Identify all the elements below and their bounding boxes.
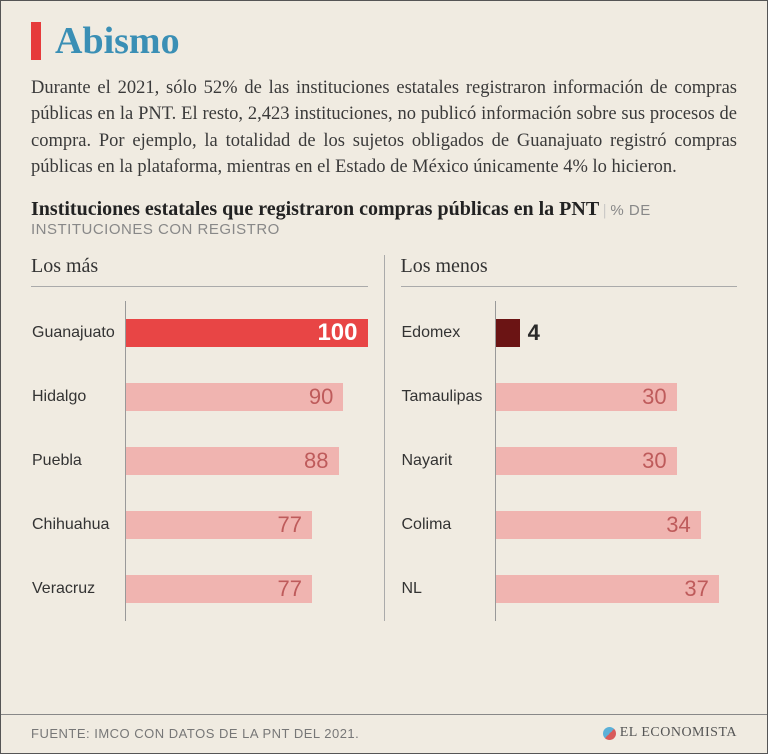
bar-value: 30 [642, 448, 666, 474]
charts-row: Los más Guanajuato100Hidalgo90Puebla88Ch… [1, 245, 767, 621]
bar-label: Colima [402, 516, 490, 534]
subtitle-row: Instituciones estatales que registraron … [1, 194, 767, 245]
brand-icon [603, 727, 616, 740]
title-row: Abismo [1, 1, 767, 75]
bar-label: Puebla [32, 452, 120, 470]
bar: 37 [496, 575, 719, 603]
bar: 100 [126, 319, 368, 347]
bars-right: Edomex4Tamaulipas30Nayarit30Colima34NL37 [495, 301, 738, 621]
bar: 34 [496, 511, 701, 539]
infographic-container: Abismo Durante el 2021, sólo 52% de las … [0, 0, 768, 754]
bar-value: 77 [277, 512, 301, 538]
bar-label: Hidalgo [32, 388, 120, 406]
bar: 77 [126, 511, 312, 539]
bar-label: NL [402, 580, 490, 598]
bar-value: 100 [317, 319, 357, 347]
bar: 90 [126, 383, 343, 411]
bar-label: Edomex [402, 324, 490, 342]
bar-label: Tamaulipas [402, 388, 490, 406]
chart-right: Los menos Edomex4Tamaulipas30Nayarit30Co… [384, 255, 738, 621]
chart-right-title: Los menos [401, 255, 738, 287]
page-title: Abismo [55, 19, 180, 63]
chart-left: Los más Guanajuato100Hidalgo90Puebla88Ch… [31, 255, 384, 621]
footer: FUENTE: IMCO CON DATOS DE LA PNT DEL 202… [1, 714, 767, 753]
bar-label: Chihuahua [32, 516, 120, 534]
bar-row: Tamaulipas30 [496, 365, 738, 429]
bar-label: Guanajuato [32, 324, 120, 342]
bar-row: Puebla88 [126, 429, 368, 493]
bar-row: Hidalgo90 [126, 365, 368, 429]
bar-row: Veracruz77 [126, 557, 368, 621]
bar-value: 77 [277, 576, 301, 602]
bar-row: Chihuahua77 [126, 493, 368, 557]
bar-row: Edomex4 [496, 301, 738, 365]
bar-row: NL37 [496, 557, 738, 621]
bar-value: 4 [528, 320, 540, 346]
bars-left: Guanajuato100Hidalgo90Puebla88Chihuahua7… [125, 301, 368, 621]
source-text: FUENTE: IMCO CON DATOS DE LA PNT DEL 202… [31, 726, 359, 741]
bar-row: Nayarit30 [496, 429, 738, 493]
brand: EL ECONOMISTA [603, 725, 737, 741]
bar-row: Guanajuato100 [126, 301, 368, 365]
bar-row: Colima34 [496, 493, 738, 557]
brand-text: EL ECONOMISTA [620, 725, 737, 741]
intro-paragraph: Durante el 2021, sólo 52% de las institu… [1, 75, 767, 194]
chart-left-title: Los más [31, 255, 368, 287]
bar-value: 90 [309, 384, 333, 410]
bar-value: 37 [684, 576, 708, 602]
accent-block [31, 22, 41, 60]
bar: 30 [496, 383, 677, 411]
bar-value: 30 [642, 384, 666, 410]
bar-label: Veracruz [32, 580, 120, 598]
bar: 77 [126, 575, 312, 603]
bar: 4 [496, 319, 520, 347]
bar-label: Nayarit [402, 452, 490, 470]
chart-subtitle: Instituciones estatales que registraron … [31, 198, 599, 220]
bar-value: 88 [304, 448, 328, 474]
bar-value: 34 [666, 512, 690, 538]
bar: 30 [496, 447, 677, 475]
bar: 88 [126, 447, 339, 475]
